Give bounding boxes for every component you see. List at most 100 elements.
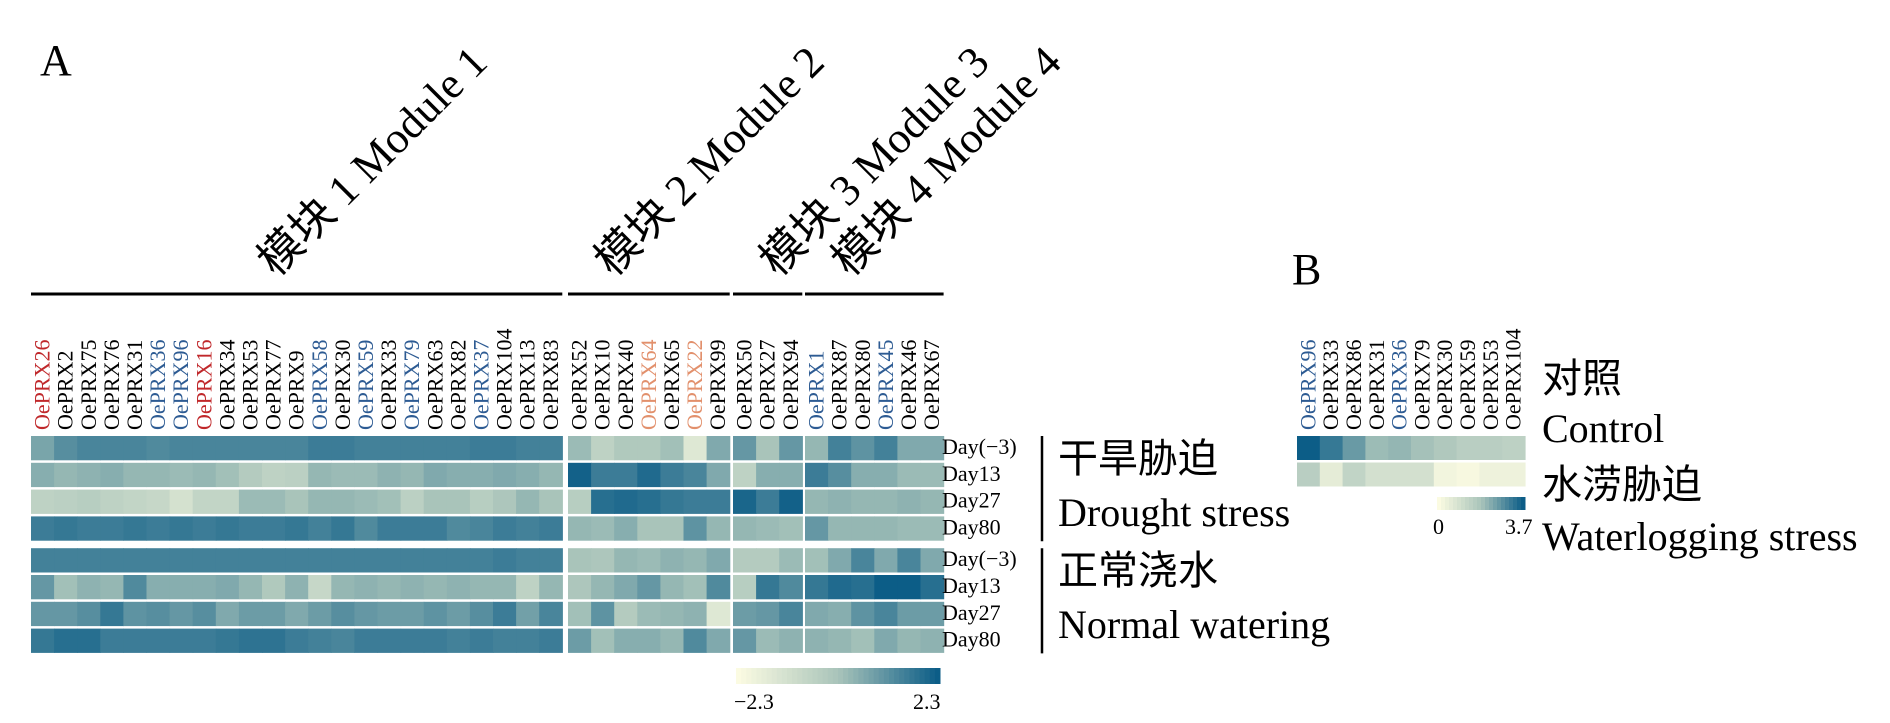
gene-label: OePRX9: [284, 351, 309, 430]
heatmap-cell: [805, 575, 829, 600]
heatmap-cell: [706, 436, 731, 461]
scale-swatch: [1521, 497, 1526, 510]
scale-swatch: [1437, 497, 1442, 510]
scale-swatch: [1449, 497, 1454, 510]
heatmap-cell: [215, 575, 240, 600]
scale-swatch: [1453, 497, 1458, 510]
scale-swatch: [894, 668, 900, 684]
scale-swatch: [1509, 497, 1514, 510]
heatmap-cell: [77, 516, 101, 541]
heatmap-cell: [31, 548, 55, 573]
scale-swatch: [822, 668, 829, 684]
heatmap-cell: [851, 548, 875, 573]
heatmap-cell: [423, 628, 448, 653]
scale-swatch: [761, 668, 768, 684]
heatmap-cell: [1456, 436, 1480, 460]
gene-label: OePRX13: [515, 340, 540, 430]
heatmap-cell: [733, 575, 757, 600]
heatmap-cell: [146, 436, 171, 461]
heatmap-cell: [516, 628, 540, 653]
heatmap-cell: [851, 575, 875, 600]
gene-label: OePRX53: [237, 340, 262, 430]
gene-label: OePRX1: [804, 351, 829, 430]
scale-swatch: [934, 668, 941, 684]
heatmap-cell: [756, 516, 780, 541]
heatmap-cell: [733, 516, 757, 541]
heatmap-cell: [169, 489, 194, 514]
heatmap-cell: [469, 489, 494, 514]
gene-label: OePRX30: [330, 340, 355, 430]
heatmap-cell: [539, 548, 563, 573]
heatmap-cell: [874, 575, 898, 600]
heatmap-cell: [897, 462, 922, 488]
gene-label: OePRX86: [1341, 340, 1366, 430]
heatmap-cell: [539, 489, 563, 514]
heatmap-cell: [683, 628, 708, 653]
heatmap-cell: [100, 548, 124, 573]
heatmap-cell: [400, 462, 425, 488]
heatmap-cell: [215, 489, 240, 514]
heatmap-cell: [354, 516, 379, 541]
heatmap-cell: [1342, 462, 1366, 487]
scale-min-label: −2.3: [734, 689, 774, 714]
heatmap-cell: [192, 462, 217, 488]
scale-swatch: [756, 668, 762, 684]
heatmap-cell: [469, 601, 494, 627]
heatmap-cell: [423, 489, 448, 514]
heatmap-cell: [591, 462, 615, 488]
heatmap-cell: [733, 601, 757, 627]
panel-a-letter: A: [40, 36, 72, 85]
heatmap-cell: [539, 575, 563, 600]
heatmap-cell: [169, 516, 194, 541]
heatmap-cell: [192, 575, 217, 600]
heatmap-cell: [805, 462, 829, 488]
heatmap-cell: [637, 462, 661, 488]
scale-swatch: [1461, 497, 1466, 510]
heatmap-cell: [828, 575, 852, 600]
heatmap-cell: [31, 489, 55, 514]
scale-swatch: [766, 668, 773, 684]
heatmap-cell: [1297, 436, 1321, 460]
heatmap-cell: [828, 548, 852, 573]
heatmap-cell: [614, 436, 638, 461]
heatmap-cell: [1479, 462, 1503, 487]
scale-swatch: [914, 668, 921, 684]
gene-label: OePRX59: [1455, 340, 1480, 430]
gene-label: OePRX104: [1501, 329, 1526, 430]
heatmap-cell: [446, 575, 471, 600]
gene-label: OePRX77: [261, 340, 286, 430]
heatmap-cell: [683, 601, 708, 627]
row-label: Day13: [942, 573, 1001, 598]
heatmap-cell: [123, 436, 148, 461]
heatmap-cell: [285, 489, 309, 514]
heatmap-cell: [238, 575, 263, 600]
heatmap-cell: [805, 548, 829, 573]
gene-label: OePRX46: [896, 340, 921, 430]
heatmap-cell: [331, 575, 355, 600]
gene-label: OePRX45: [873, 340, 898, 430]
heatmap-cell: [31, 516, 55, 541]
heatmap-cell: [706, 601, 731, 627]
heatmap-cell: [354, 601, 379, 627]
gene-label: OePRX30: [1432, 340, 1457, 430]
heatmap-cell: [54, 601, 78, 627]
scale-swatch: [853, 668, 859, 684]
heatmap-cell: [733, 548, 757, 573]
group-label-en: Normal watering: [1058, 602, 1330, 647]
condition-label-cn: 水涝胁迫: [1542, 462, 1702, 507]
heatmap-cell: [285, 436, 309, 461]
heatmap-cell: [54, 462, 78, 488]
heatmap-cell: [354, 628, 379, 653]
gene-label: OePRX34: [214, 340, 239, 430]
heatmap-cell: [683, 436, 708, 461]
gene-label: OePRX99: [705, 340, 730, 430]
heatmap-cell: [683, 548, 708, 573]
heatmap-cell: [262, 548, 286, 573]
heatmap-cell: [779, 548, 803, 573]
heatmap-cell: [31, 462, 55, 488]
heatmap-cell: [469, 462, 494, 488]
heatmap-cell: [308, 489, 332, 514]
heatmap-cell: [614, 462, 638, 488]
heatmap-cell: [54, 489, 78, 514]
gene-label: OePRX83: [538, 340, 563, 430]
